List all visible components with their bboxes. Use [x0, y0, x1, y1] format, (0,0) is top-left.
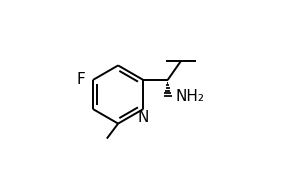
Text: F: F	[76, 72, 85, 88]
Text: NH₂: NH₂	[175, 89, 204, 104]
Text: N: N	[138, 110, 149, 125]
